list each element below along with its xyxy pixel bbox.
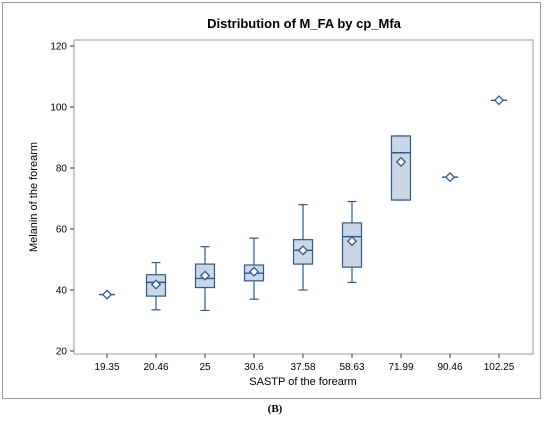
box-37.58 xyxy=(292,204,314,291)
box-20.46 xyxy=(145,261,167,311)
mean-marker xyxy=(493,95,505,106)
y-tick-label: 100 xyxy=(50,103,67,114)
mean-marker xyxy=(444,172,456,183)
y-axis-label: Melanin of the forearm xyxy=(28,142,40,252)
mean-marker xyxy=(150,279,162,290)
mean-marker xyxy=(101,289,113,300)
x-axis: 19.35 20.46 25 30.6 37.58 58.63 71.99 90.46 102.… xyxy=(94,354,515,373)
y-tick-label: 60 xyxy=(56,225,68,236)
y-tick-label: 120 xyxy=(50,42,67,53)
box-19.35 xyxy=(99,289,115,300)
mean-marker xyxy=(297,245,309,256)
x-tick-label: 71.99 xyxy=(388,362,413,373)
box-30.6 xyxy=(243,237,265,300)
mean-marker xyxy=(346,236,358,247)
x-tick-label: 20.46 xyxy=(143,362,168,373)
x-tick-label: 25 xyxy=(199,362,211,373)
mean-marker xyxy=(395,156,407,168)
x-tick-label: 19.35 xyxy=(94,362,119,373)
plot-area xyxy=(73,39,534,355)
box-series xyxy=(99,95,507,312)
y-tick-label: 40 xyxy=(56,286,68,297)
chart-title: Distribution of M_FA by cp_Mfa xyxy=(207,16,402,31)
box-iqr xyxy=(390,135,412,201)
figure-caption: (B) xyxy=(267,403,283,415)
box-71.99 xyxy=(390,135,412,201)
x-tick-label: 37.58 xyxy=(290,362,315,373)
x-tick-label: 58.63 xyxy=(339,362,364,373)
x-axis-label: SASTP of the forearm xyxy=(249,376,356,388)
x-tick-label: 90.46 xyxy=(437,362,462,373)
box-25 xyxy=(194,246,216,312)
mean-marker xyxy=(248,266,260,277)
y-tick-label: 80 xyxy=(56,164,68,175)
x-tick-label: 30.6 xyxy=(244,362,264,373)
y-tick-label: 20 xyxy=(56,347,68,358)
y-axis: 20 40 60 80 100 120 xyxy=(50,42,74,358)
mean-marker xyxy=(199,270,211,281)
box-58.63 xyxy=(341,200,363,283)
box-102.25 xyxy=(491,95,507,106)
x-tick-label: 102.25 xyxy=(484,362,515,373)
box-90.46 xyxy=(442,172,458,183)
